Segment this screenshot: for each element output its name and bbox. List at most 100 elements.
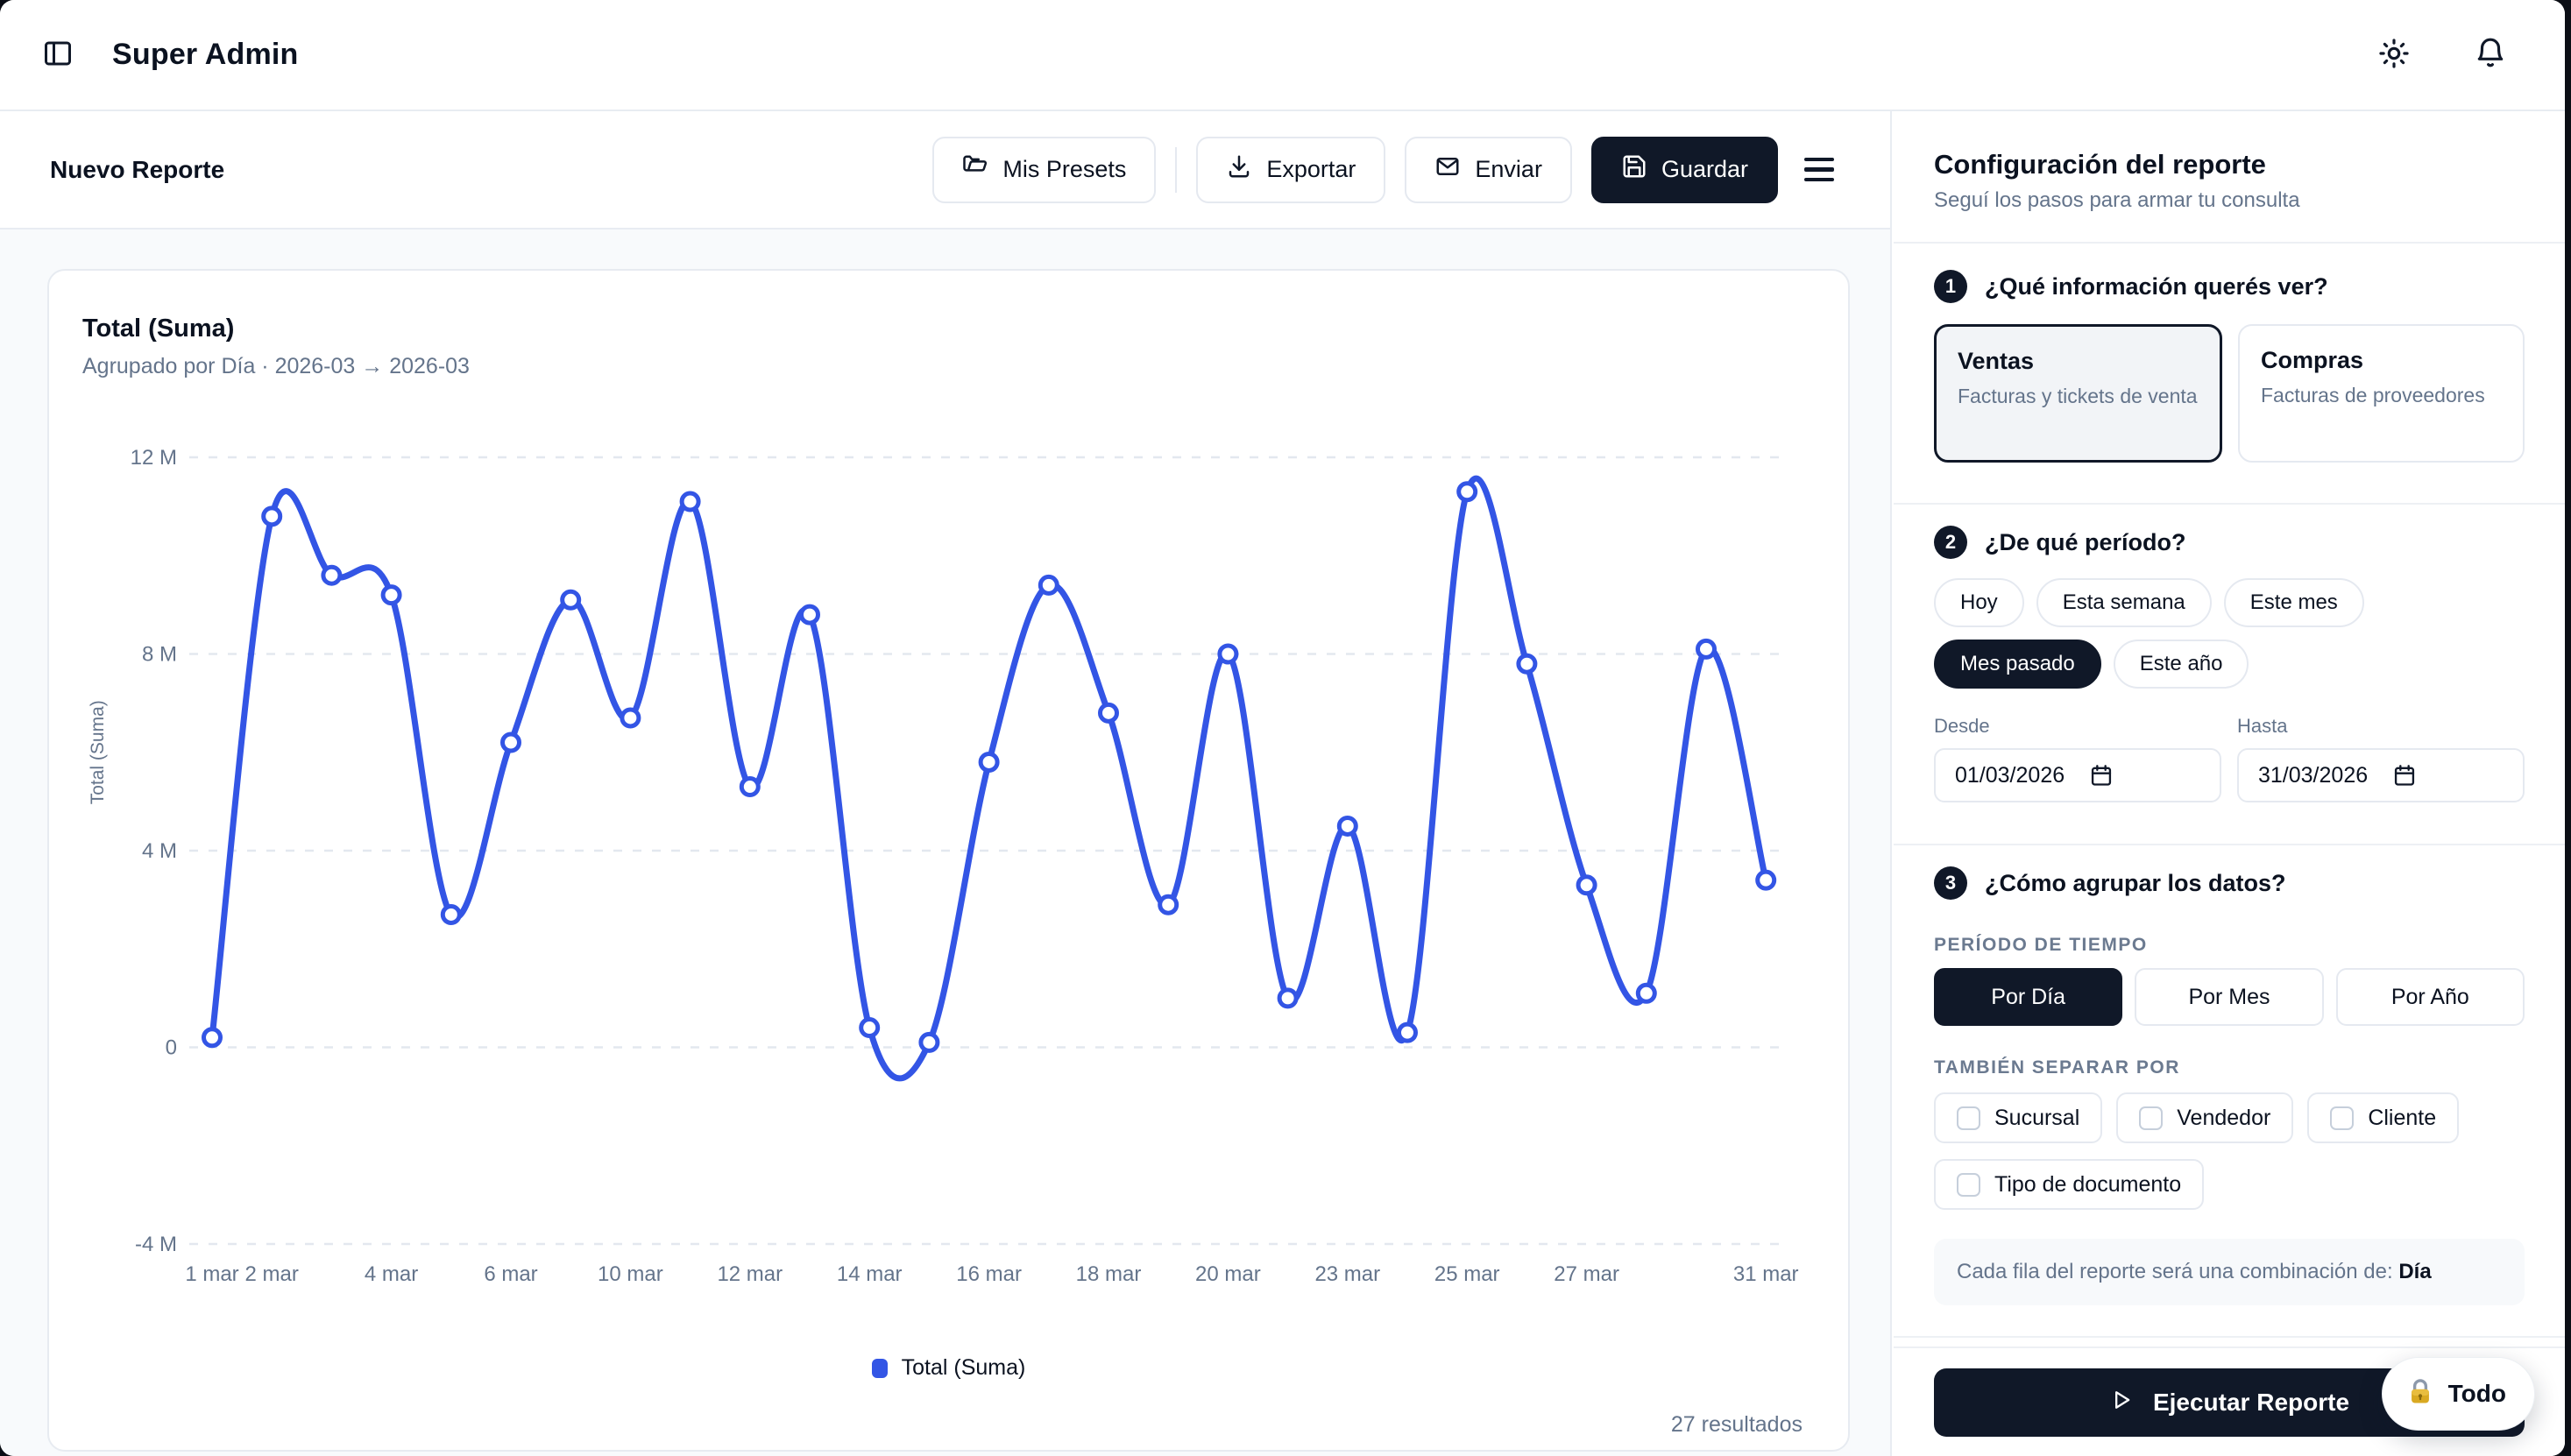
x-tick-label: 4 mar bbox=[365, 1262, 418, 1286]
notifications-button[interactable] bbox=[2474, 37, 2507, 73]
data-point[interactable] bbox=[261, 505, 283, 527]
sun-icon bbox=[2377, 37, 2411, 73]
sidebar-subtitle: Seguí los pasos para armar tu consulta bbox=[1934, 188, 2300, 212]
export-button[interactable]: Exportar bbox=[1196, 136, 1386, 203]
step3-question: ¿Cómo agrupar los datos? bbox=[1985, 869, 2286, 896]
bell-icon bbox=[2474, 37, 2507, 73]
data-point[interactable] bbox=[799, 604, 820, 626]
step3-badge: 3 bbox=[1934, 866, 1967, 900]
x-tick-label: 27 mar bbox=[1554, 1262, 1619, 1286]
data-point[interactable] bbox=[1336, 815, 1358, 837]
folder-icon bbox=[962, 153, 988, 186]
data-point[interactable] bbox=[918, 1031, 940, 1053]
y-tick-label: -4 M bbox=[135, 1233, 177, 1256]
separate-by-sucursal[interactable]: Sucursal bbox=[1934, 1092, 2103, 1143]
calendar-icon bbox=[2395, 765, 2415, 786]
save-button[interactable]: Guardar bbox=[1590, 136, 1778, 203]
data-point[interactable] bbox=[500, 732, 521, 753]
data-point[interactable] bbox=[739, 776, 761, 798]
data-point[interactable] bbox=[620, 707, 641, 729]
source-option-ventas[interactable]: Ventas Facturas y tickets de venta bbox=[1934, 324, 2222, 463]
app-title: Super Admin bbox=[112, 38, 299, 71]
data-point[interactable] bbox=[202, 1027, 223, 1049]
more-options-button[interactable] bbox=[1797, 149, 1841, 191]
sidebar-scroll-area[interactable]: Configuración del reporte Seguí los paso… bbox=[1894, 111, 2565, 1336]
period-chip-hoy[interactable]: Hoy bbox=[1934, 578, 2024, 627]
sidebar-toggle-button[interactable] bbox=[42, 38, 74, 72]
sidebar-title: Configuración del reporte bbox=[1934, 149, 2266, 180]
group-by-month-button[interactable]: Por Mes bbox=[2135, 968, 2324, 1026]
checkbox-unchecked bbox=[2330, 1106, 2355, 1130]
period-chip-esta-semana[interactable]: Esta semana bbox=[2036, 578, 2212, 627]
to-date-value: 31/03/2026 bbox=[2258, 762, 2369, 788]
data-point[interactable] bbox=[1158, 894, 1179, 915]
y-tick-label: 0 bbox=[166, 1036, 177, 1060]
x-tick-label: 20 mar bbox=[1195, 1262, 1261, 1286]
data-point[interactable] bbox=[1038, 574, 1059, 596]
data-point[interactable] bbox=[1755, 869, 1777, 891]
x-tick-label: 6 mar bbox=[484, 1262, 537, 1286]
data-point[interactable] bbox=[1098, 702, 1119, 724]
note-text: Cada fila del reporte será una combinaci… bbox=[1957, 1260, 2399, 1283]
data-point[interactable] bbox=[1516, 653, 1538, 675]
data-point[interactable] bbox=[321, 564, 343, 586]
x-tick-label: 14 mar bbox=[837, 1262, 903, 1286]
data-point[interactable] bbox=[1217, 643, 1239, 665]
menu-icon bbox=[1804, 157, 1834, 162]
source-option-compras[interactable]: Compras Facturas de proveedores bbox=[2238, 324, 2525, 463]
theme-toggle-button[interactable] bbox=[2377, 37, 2411, 73]
y-axis-title: Total (Suma) bbox=[88, 700, 108, 804]
data-point[interactable] bbox=[1696, 638, 1717, 660]
step1-header: 1 ¿Qué información querés ver? bbox=[1934, 270, 2525, 303]
my-presets-button[interactable]: Mis Presets bbox=[932, 136, 1157, 203]
option-desc: Facturas y tickets de venta bbox=[1958, 385, 2198, 407]
data-point[interactable] bbox=[440, 903, 462, 925]
results-count: 27 resultados bbox=[1670, 1412, 1803, 1437]
step1-badge: 1 bbox=[1934, 270, 1967, 303]
main-content: Nuevo Reporte Mis Presets bbox=[0, 111, 1892, 1456]
group-by-year-button[interactable]: Por Año bbox=[2335, 968, 2525, 1026]
data-point[interactable] bbox=[380, 584, 402, 606]
y-tick-label: 4 M bbox=[142, 839, 177, 863]
panel-left-icon bbox=[42, 38, 74, 72]
period-chip-mes-pasado[interactable]: Mes pasado bbox=[1934, 640, 2101, 689]
data-point[interactable] bbox=[1576, 874, 1597, 896]
chart-card: Total (Suma) Agrupado por Día · 2026-03 … bbox=[47, 269, 1850, 1452]
data-point[interactable] bbox=[560, 589, 582, 611]
data-point[interactable] bbox=[1456, 481, 1478, 503]
separate-by-tipo-documento[interactable]: Tipo de documento bbox=[1934, 1159, 2205, 1210]
chart-title: Total (Suma) bbox=[82, 315, 235, 343]
data-point[interactable] bbox=[978, 751, 1000, 773]
data-point[interactable] bbox=[1277, 987, 1299, 1009]
data-point[interactable] bbox=[1635, 982, 1657, 1004]
separate-section-label: TAMBIÉN SEPARAR POR bbox=[1934, 1057, 2180, 1078]
from-date-input[interactable]: 01/03/2026 bbox=[1934, 748, 2221, 802]
period-chip-este-ano[interactable]: Este año bbox=[2113, 640, 2249, 689]
check-label: Tipo de documento bbox=[1994, 1171, 2182, 1197]
report-config-sidebar: Configuración del reporte Seguí los paso… bbox=[1894, 111, 2565, 1456]
send-label: Enviar bbox=[1475, 156, 1542, 182]
todo-widget[interactable]: Todo bbox=[2381, 1357, 2535, 1431]
data-point[interactable] bbox=[679, 491, 701, 512]
period-chip-este-mes[interactable]: Este mes bbox=[2223, 578, 2364, 627]
data-point[interactable] bbox=[1397, 1021, 1418, 1043]
group-by-day-button[interactable]: Por Día bbox=[1934, 968, 2123, 1026]
send-button[interactable]: Enviar bbox=[1405, 136, 1572, 203]
check-label: Cliente bbox=[2368, 1105, 2437, 1130]
from-date-label: Desde bbox=[1934, 715, 1990, 737]
data-point[interactable] bbox=[859, 1017, 881, 1039]
divider bbox=[1894, 242, 2565, 244]
x-tick-label: 1 mar bbox=[185, 1262, 238, 1286]
report-toolbar: Nuevo Reporte Mis Presets bbox=[0, 111, 1890, 230]
checkbox-unchecked bbox=[1957, 1106, 1980, 1130]
toolbar-divider bbox=[1175, 146, 1178, 193]
separate-by-vendedor[interactable]: Vendedor bbox=[2116, 1092, 2294, 1143]
combination-note: Cada fila del reporte será una combinaci… bbox=[1934, 1239, 2525, 1305]
calendar-icon bbox=[2092, 765, 2112, 786]
y-tick-label: 8 M bbox=[142, 643, 177, 667]
check-label: Vendedor bbox=[2177, 1105, 2271, 1130]
separate-by-cliente[interactable]: Cliente bbox=[2307, 1092, 2460, 1143]
to-date-input[interactable]: 31/03/2026 bbox=[2237, 748, 2525, 802]
chart-legend[interactable]: Total (Suma) bbox=[49, 1355, 1848, 1381]
option-title: Ventas bbox=[1958, 348, 2035, 374]
